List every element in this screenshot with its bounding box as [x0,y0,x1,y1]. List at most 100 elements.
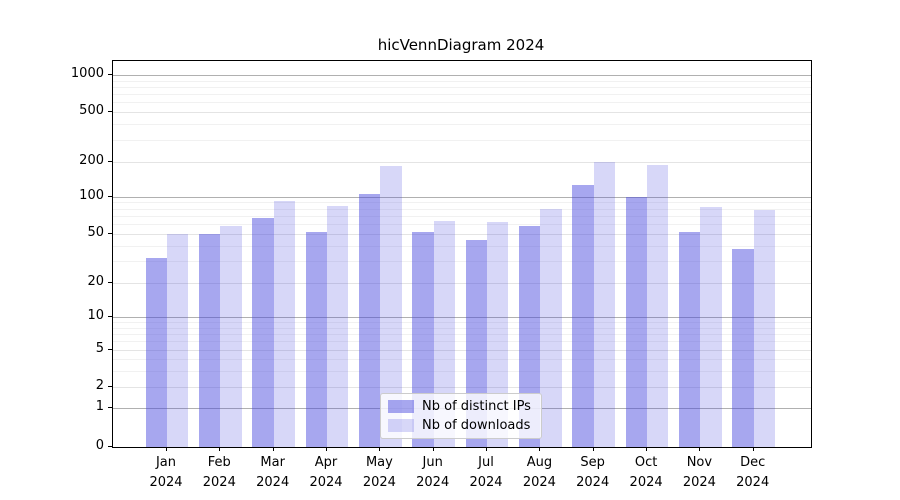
x-tick-label-jun: Jun 2024 [416,455,450,490]
gridline-y-4 [113,359,811,360]
bar-distinct-ips-oct [625,196,648,447]
bar-downloads-aug [540,209,562,447]
x-tick-mark-jul [486,447,487,451]
gridline-y-3 [113,370,811,372]
gridline-y-7 [113,334,811,335]
gridline-y-90 [113,202,811,204]
gridline-y-600 [113,102,811,104]
y-tick-mark-1 [108,407,112,408]
gridline-y-500 [113,112,811,113]
gridline-y-900 [113,80,811,82]
legend-item-distinct-ips: Nb of distinct IPs [388,399,533,414]
x-tick-mark-jun [432,447,434,451]
gridline-y-8 [113,327,811,329]
y-tick-mark-20 [108,281,112,283]
x-tick-mark-dec [752,447,754,451]
y-tick-label-50: 50 [87,225,104,240]
x-tick-label-jul: Jul 2024 [469,455,503,490]
bar-distinct-ips-sep [572,185,594,447]
chart-title: hicVennDiagram 2024 [377,36,545,54]
y-tick-mark-5 [108,349,112,350]
y-tick-label-10: 10 [87,308,104,323]
x-tick-label-may: May 2024 [362,455,396,490]
bar-downloads-mar [273,201,295,447]
gridline-y-40 [113,245,811,247]
gridline-y-800 [113,87,811,89]
x-tick-mark-oct [646,447,648,451]
bar-downloads-oct [647,165,669,447]
x-tick-mark-may [379,447,381,451]
y-tick-label-5: 5 [95,341,104,356]
x-tick-label-sep: Sep 2024 [576,455,610,490]
bar-downloads-jul [487,222,509,447]
y-tick-mark-500 [108,111,112,112]
bar-downloads-apr [327,205,349,447]
x-tick-label-jan: Jan 2024 [149,455,183,490]
bar-distinct-ips-feb [199,234,221,447]
plot-area: Nb of distinct IPs Nb of downloads [112,60,812,448]
gridline-y-300 [113,139,811,141]
gridline-y-6 [113,341,811,343]
x-tick-mark-apr [326,447,327,451]
x-tick-label-feb: Feb 2024 [202,455,236,490]
y-tick-mark-50 [108,233,112,234]
y-tick-label-1: 1 [95,399,104,414]
bar-downloads-dec [753,209,775,447]
y-tick-mark-1000 [108,74,112,76]
bar-distinct-ips-nov [679,231,701,447]
gridline-y-5 [113,350,811,351]
x-tick-mark-mar [272,447,274,451]
gridline-y-50 [113,234,811,235]
bar-distinct-ips-aug [519,226,541,447]
bar-distinct-ips-mar [252,218,274,447]
bar-distinct-ips-dec [732,248,754,447]
gridline-y-80 [113,208,811,210]
gridline-y-200 [113,161,811,163]
gridline-y-100 [113,196,811,198]
bar-downloads-jun [433,220,455,447]
x-tick-label-nov: Nov 2024 [682,455,716,490]
y-tick-label-1000: 1000 [70,66,104,82]
x-tick-label-apr: Apr 2024 [309,455,343,490]
bar-distinct-ips-apr [305,231,327,447]
x-tick-label-dec: Dec 2024 [736,455,770,490]
x-tick-label-mar: Mar 2024 [256,455,290,490]
legend-label-distinct-ips: Nb of distinct IPs [422,399,531,414]
bar-downloads-jan [167,234,189,447]
legend-label-downloads: Nb of downloads [422,418,531,433]
x-tick-label-aug: Aug 2024 [522,455,556,490]
gridline-y-20 [113,282,811,284]
bar-downloads-feb [220,226,242,447]
gridline-y-60 [113,224,811,226]
gridline-y-1000 [113,75,811,77]
bar-downloads-sep [593,161,615,447]
gridline-y-30 [113,261,811,262]
y-tick-label-100: 100 [79,187,104,203]
y-tick-label-20: 20 [87,273,104,289]
x-tick-mark-aug [539,447,541,451]
legend: Nb of distinct IPs Nb of downloads [380,393,542,439]
bar-distinct-ips-jan [145,257,167,447]
gridline-y-9 [113,322,811,323]
x-tick-mark-jan [166,447,167,451]
bar-distinct-ips-may [359,194,381,447]
y-tick-label-200: 200 [79,152,104,168]
y-tick-mark-0 [108,446,112,447]
y-tick-label-500: 500 [79,103,104,118]
gridline-y-2 [113,387,811,388]
legend-swatch-downloads [388,419,414,432]
bar-downloads-may [380,166,402,447]
gridline-y-400 [113,124,811,126]
legend-item-downloads: Nb of downloads [388,418,533,433]
legend-swatch-distinct-ips [388,400,414,413]
bar-downloads-nov [700,207,722,447]
y-tick-mark-2 [108,386,112,387]
x-tick-mark-feb [219,447,221,451]
x-tick-mark-sep [592,447,594,451]
y-tick-mark-100 [108,195,112,197]
gridline-y-70 [113,215,811,217]
gridline-y-700 [113,94,811,96]
y-tick-mark-200 [108,160,112,162]
y-tick-label-2: 2 [95,378,104,393]
